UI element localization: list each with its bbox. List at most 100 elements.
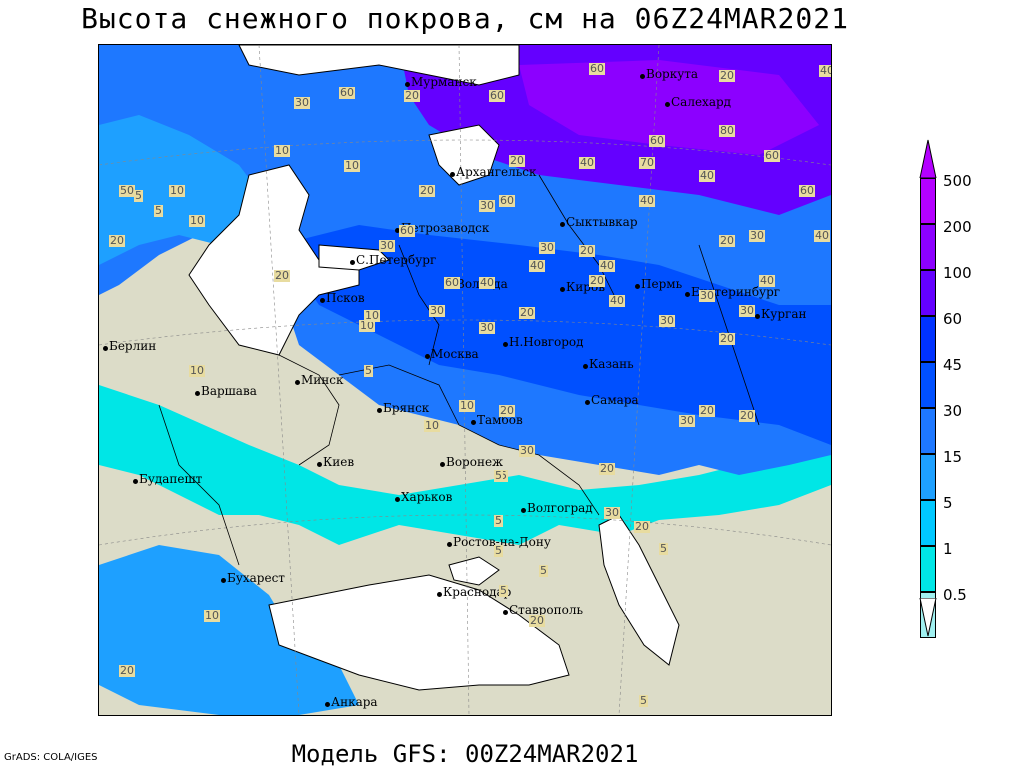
city-marker [395, 497, 400, 502]
contour-value-label: 60 [799, 184, 815, 197]
contour-value-label: 60 [649, 134, 665, 147]
legend-swatch [920, 178, 936, 224]
city-label: Архангельск [456, 165, 537, 179]
color-legend: 500 200 100 60 45 30 15 5 1 0.5 [918, 138, 1018, 638]
contour-value-label: 10 [274, 144, 290, 157]
contour-value-label: 20 [499, 404, 515, 417]
contour-value-label: 30 [659, 314, 675, 327]
city-label: Будапешт [139, 472, 203, 486]
contour-value-label: 40 [529, 259, 545, 272]
city-marker [103, 346, 108, 351]
contour-value-label: 5 [364, 364, 373, 377]
city-marker [560, 222, 565, 227]
contour-value-label: 40 [479, 276, 495, 289]
legend-label: 45 [943, 356, 963, 374]
contour-value-label: 80 [719, 124, 735, 137]
city-label: Казань [589, 357, 634, 371]
contour-value-label: 20 [419, 184, 435, 197]
city-label: Минск [301, 373, 344, 387]
contour-value-label: 30 [539, 241, 555, 254]
city-label: Пермь [641, 277, 683, 291]
contour-value-label: 30 [479, 199, 495, 212]
contour-value-label: 60 [589, 62, 605, 75]
legend-top-arrow [919, 139, 937, 178]
contour-value-label: 10 [344, 159, 360, 172]
city-marker [560, 287, 565, 292]
city-label: Брянск [383, 401, 430, 415]
contour-value-label: 10 [169, 184, 185, 197]
contour-value-label: 5 [134, 189, 143, 202]
grads-credit: GrADS: COLA/IGES [4, 752, 98, 763]
legend-swatch [920, 224, 936, 270]
snow-zone-north-very-deep [519, 60, 819, 155]
contour-value-label: 40 [579, 156, 595, 169]
contour-value-label: 5 [494, 544, 503, 557]
contour-value-label: 10 [424, 419, 440, 432]
legend-swatch [920, 546, 936, 592]
contour-value-label: 20 [404, 89, 420, 102]
legend-swatch [920, 500, 936, 546]
city-label: Киев [323, 455, 355, 469]
contour-value-label: 20 [599, 462, 615, 475]
contour-value-label: 30 [604, 506, 620, 519]
city-marker [503, 342, 508, 347]
contour-value-label: 20 [519, 306, 535, 319]
contour-value-label: 40 [814, 229, 830, 242]
contour-value-label: 20 [579, 244, 595, 257]
contour-value-label: 60 [444, 276, 460, 289]
city-marker [450, 172, 455, 177]
city-marker [437, 592, 442, 597]
graticule [99, 45, 831, 715]
city-label: Сыктывкар [566, 215, 638, 229]
legend-label: 1 [943, 540, 953, 558]
legend-label: 500 [943, 172, 972, 190]
contour-value-label: 5 [494, 514, 503, 527]
legend-bottom-arrow [919, 598, 937, 637]
contour-value-label: 30 [699, 289, 715, 302]
city-label: Салехард [671, 95, 732, 109]
city-label: Ставрополь [509, 603, 584, 617]
city-marker [320, 298, 325, 303]
contour-value-label: 30 [519, 444, 535, 457]
snow-zone-balkans [99, 545, 359, 715]
city-marker [755, 314, 760, 319]
contour-value-label: 40 [819, 65, 831, 77]
contour-value-label: 30 [379, 239, 395, 252]
contour-value-label: 40 [599, 259, 615, 272]
legend-label: 200 [943, 218, 972, 236]
contour-value-label: 40 [639, 194, 655, 207]
contour-value-label: 5 [639, 694, 648, 707]
city-marker [405, 82, 410, 87]
contour-value-label: 20 [589, 274, 605, 287]
city-label: Н.Новгород [509, 335, 584, 349]
barents-sea [238, 45, 520, 86]
legend-label: 15 [943, 448, 963, 466]
city-marker [317, 462, 322, 467]
contour-value-label: 20 [509, 154, 525, 167]
contour-value-label: 30 [479, 321, 495, 334]
model-subtitle: Модель GFS: 00Z24MAR2021 [291, 740, 639, 768]
city-marker [447, 542, 452, 547]
city-label: Анкара [331, 695, 378, 709]
contour-value-label: 20 [719, 234, 735, 247]
contour-value-label: 50 [119, 184, 135, 197]
snow-zone-deep [279, 225, 831, 445]
city-label: С.Петербург [356, 253, 437, 267]
city-marker [133, 479, 138, 484]
gulf-finland [318, 244, 390, 271]
snow-zone-light [99, 385, 831, 545]
city-marker [583, 364, 588, 369]
contour-value-label: 60 [489, 89, 505, 102]
city-marker [665, 102, 670, 107]
city-marker [325, 702, 330, 707]
contour-value-label: 10 [364, 309, 380, 322]
contour-value-label: 60 [399, 224, 415, 237]
contour-value-label: 60 [764, 149, 780, 162]
city-label: Ростов-на-Дону [453, 535, 551, 549]
city-marker [295, 380, 300, 385]
legend-label: 5 [943, 494, 953, 512]
contour-value-label: 5 [494, 469, 503, 482]
azov-sea [448, 556, 500, 586]
contour-value-label: 5 [539, 564, 548, 577]
legend-swatch [920, 454, 936, 500]
